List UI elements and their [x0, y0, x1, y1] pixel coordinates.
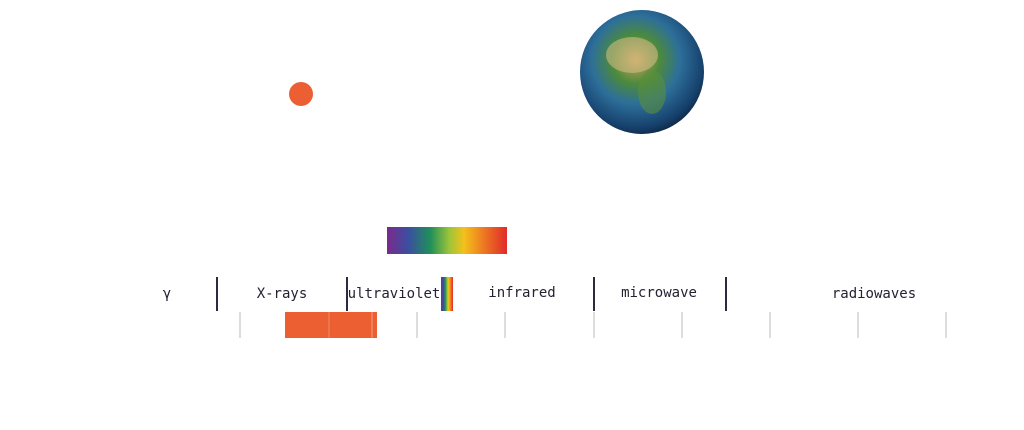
earth-land: [606, 37, 658, 73]
visible-spectrum: [387, 227, 507, 254]
selection-range: [285, 312, 377, 338]
band-label: infrared: [488, 285, 555, 301]
earth: [580, 10, 704, 134]
band-separators: [216, 277, 727, 311]
band-label: γ: [163, 286, 171, 302]
band-label: microwave: [621, 285, 697, 301]
visible-band: [441, 277, 453, 311]
band-label: X-rays: [257, 286, 308, 302]
object-dot: [289, 82, 313, 106]
scale-ticks: [239, 312, 947, 338]
earth-land: [638, 70, 666, 114]
band-label: ultraviolet: [348, 286, 441, 302]
band-label: radiowaves: [832, 286, 916, 302]
